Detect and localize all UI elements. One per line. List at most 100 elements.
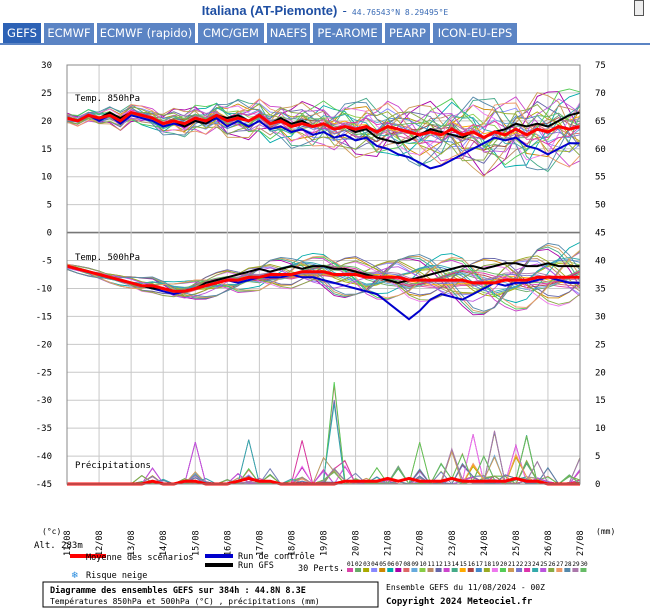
pert-number: 25 [540, 561, 548, 568]
legend-snow-label: Risque neige [86, 571, 147, 581]
x-tick-label: 18/08 [287, 530, 297, 556]
pert-swatch [516, 568, 523, 572]
snowflake-icon: ❄ [71, 571, 79, 581]
member-line-t500 [66, 242, 581, 312]
right-unit: (mm) [596, 527, 615, 536]
member-line-t850 [66, 96, 581, 171]
pert-swatch [556, 568, 563, 572]
pert-swatch [403, 568, 410, 572]
pert-swatch [443, 568, 450, 572]
pert-number: 30 [580, 561, 588, 568]
scrollbar-thumb[interactable] [634, 0, 644, 16]
y-tick-label-right: 40 [595, 257, 606, 267]
pert-number: 20 [500, 561, 508, 568]
y-tick-label-left: 15 [41, 145, 52, 155]
title-separator: - [342, 4, 347, 18]
tab-pearp[interactable]: PEARP [385, 23, 430, 43]
pert-swatch [548, 568, 555, 572]
pert-swatch [355, 568, 362, 572]
pert-number: 22 [516, 561, 524, 568]
y-tick-label-right: 70 [595, 89, 606, 99]
pert-number: 03 [363, 561, 371, 568]
x-tick-label: 16/08 [223, 530, 233, 556]
legend-control-label: Run de contrôle [238, 551, 315, 562]
pert-swatch [395, 568, 402, 572]
pert-swatch [451, 568, 458, 572]
y-tick-label-left: -30 [36, 396, 52, 406]
y-tick-label-right: 20 [595, 368, 606, 378]
member-line-t850 [66, 98, 581, 168]
pert-swatch [564, 568, 571, 572]
pert-swatch [483, 568, 490, 572]
y-tick-label-left: 0 [47, 229, 52, 239]
x-tick-label: 14/08 [159, 530, 169, 556]
y-tick-label-left: 5 [47, 201, 52, 211]
tab-gefs[interactable]: GEFS [3, 23, 41, 43]
x-tick-label: 22/08 [416, 530, 426, 556]
plot-frame [66, 64, 581, 485]
pert-number: 18 [484, 561, 492, 568]
y-tick-label-left: -45 [36, 480, 52, 490]
pert-number: 08 [403, 561, 411, 568]
pert-number: 26 [548, 561, 556, 568]
y-tick-label-right: 15 [595, 396, 606, 406]
pert-number: 23 [524, 561, 532, 568]
pert-swatch [499, 568, 506, 572]
pert-swatch [572, 568, 579, 572]
tab-cmc-gem[interactable]: CMC/GEM [198, 23, 264, 43]
pert-number: 07 [395, 561, 403, 568]
x-tick-label: 27/08 [576, 530, 586, 556]
main-series [66, 110, 581, 486]
pert-swatch [540, 568, 547, 572]
x-tick-label: 23/08 [448, 530, 458, 556]
y-tick-label-right: 65 [595, 117, 606, 127]
pert-swatch [387, 568, 394, 572]
pert-number: 09 [411, 561, 419, 568]
pert-number: 01 [347, 561, 355, 568]
y-tick-label-left: 20 [41, 117, 52, 127]
x-tick-label: 13/08 [127, 530, 137, 556]
footer-title: Diagramme des ensembles GEFS sur 384h : … [50, 585, 306, 596]
page-header: Italiana (AT-Piemonte) - 44.76543°N 8.29… [0, 0, 650, 20]
pert-number: 24 [532, 561, 540, 568]
pert-legend: 01 02 03 04 05 06 07 08 09 10 11 12 13 14 15 16 17 18 19 20… [347, 561, 588, 572]
x-tick-label: 19/08 [320, 530, 330, 556]
altitude-label: Alt. 283m [34, 541, 83, 551]
member-line-t850 [66, 96, 581, 167]
x-tick-label: 21/08 [384, 530, 394, 556]
legend-gfs-label: Run GFS [238, 561, 274, 571]
x-tick-label: 20/08 [352, 530, 362, 556]
pert-number: 10 [419, 561, 427, 568]
y-tick-label-right: 10 [595, 424, 606, 434]
y-tick-label-left: 30 [41, 61, 52, 71]
pert-number: 16 [468, 561, 476, 568]
pert-number: 29 [572, 561, 580, 568]
y-tick-label-left: -20 [36, 340, 52, 350]
x-tick-label: 25/08 [512, 530, 522, 556]
tab-pe-arome[interactable]: PE-AROME [313, 23, 382, 43]
x-tick-label: 24/08 [480, 530, 490, 556]
tab-ecmwf-rapido[interactable]: ECMWF (rapido) [97, 23, 195, 43]
tab-naefs[interactable]: NAEFS [267, 23, 310, 43]
panel-label-precip: Précipitations [75, 460, 151, 471]
pert-swatch [475, 568, 482, 572]
y-tick-label-right: 75 [595, 61, 606, 71]
x-tick-label: 12/08 [95, 530, 105, 556]
pert-swatch [379, 568, 386, 572]
tab-ecmwf[interactable]: ECMWF [44, 23, 94, 43]
pert-number: 19 [492, 561, 500, 568]
x-tick-label: 15/08 [191, 530, 201, 556]
x-tick-label: 26/08 [544, 530, 554, 556]
member-line-t500 [66, 260, 581, 305]
tab-icon-eu-eps[interactable]: ICON-EU-EPS [433, 23, 517, 43]
y-tick-label-left: 25 [41, 89, 52, 99]
pert-swatch [347, 568, 353, 572]
mean-line-t500 [66, 264, 580, 293]
y-tick-label-right: 60 [595, 145, 606, 155]
legend-mean-label: Moyenne des scénarios [86, 552, 193, 563]
pert-swatch [467, 568, 474, 572]
panel-label-t500: Temp. 500hPa [75, 253, 140, 263]
gfs-line-t500 [66, 262, 580, 293]
member-line-precip [67, 430, 581, 485]
